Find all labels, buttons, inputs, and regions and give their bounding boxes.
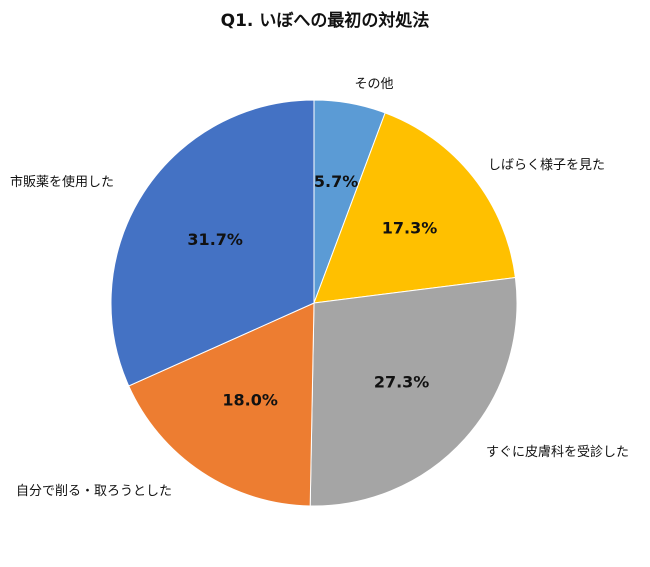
pie-slice: [309, 276, 518, 507]
slice-category-label: 市販薬を使用した: [10, 174, 114, 190]
slice-value-label: 5.7%: [314, 172, 358, 191]
pie-slice: [128, 302, 315, 507]
chart-title: Q1. いぼへの最初の対処法: [220, 11, 430, 31]
slice-value-label: 17.3%: [382, 218, 438, 237]
pie-slice: [110, 99, 315, 387]
slice-category-label: しばらく様子を見た: [488, 158, 605, 173]
slice-category-label: 自分で削る・取ろうとした: [16, 484, 172, 499]
slice-category-label: すぐに皮膚科を受診した: [486, 444, 629, 460]
pie-slice: [313, 112, 516, 304]
slice-value-label: 31.7%: [187, 230, 243, 249]
slice-category-label: その他: [354, 77, 393, 92]
slice-value-label: 18.0%: [222, 391, 278, 410]
slice-value-label: 27.3%: [374, 373, 430, 392]
